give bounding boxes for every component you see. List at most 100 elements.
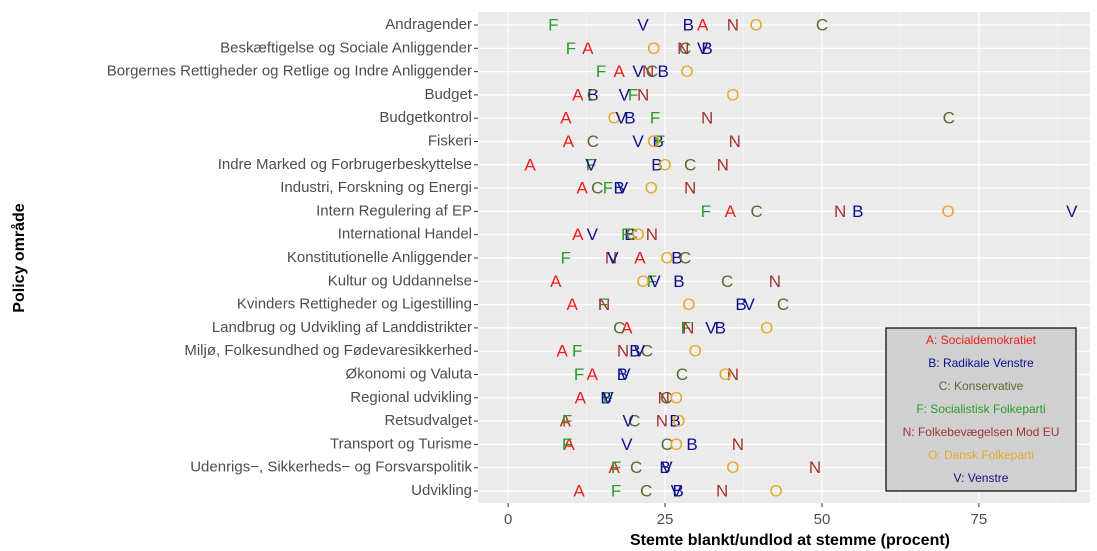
point-letter: B [624, 109, 635, 128]
point-letter: V [637, 15, 649, 34]
point-letter: N [732, 435, 744, 454]
y-axis-title: Policy område [10, 203, 28, 312]
point-letter: V [602, 388, 614, 407]
point-letter: A [563, 132, 575, 151]
y-tick-label: Økonomi og Valuta [346, 365, 473, 382]
point-letter: O [608, 109, 621, 128]
point-letter: V [1066, 202, 1078, 221]
point-letter: C [640, 481, 652, 500]
point-letter: B [686, 435, 697, 454]
point-letter: A [572, 225, 584, 244]
point-letter: F [647, 272, 657, 291]
point-letter: A [573, 481, 585, 500]
point-letter: B [735, 295, 746, 314]
point-letter: N [727, 15, 739, 34]
point-letter: C [679, 248, 691, 267]
point-letter: V [619, 365, 631, 384]
point-letter: N [658, 388, 670, 407]
point-letter: O [770, 481, 783, 500]
y-tick-label: Konstitutionelle Anliggender [287, 249, 472, 266]
point-letter: C [613, 318, 625, 337]
y-tick-label: Beskæftigelse og Sociale Anliggender [220, 39, 472, 56]
point-letter: N [729, 132, 741, 151]
point-letter: B [651, 155, 662, 174]
x-tick-label: 50 [814, 511, 831, 528]
point-letter: A [634, 248, 646, 267]
point-letter: O [672, 412, 685, 431]
point-letter: A [575, 388, 587, 407]
point-letter: A [563, 435, 575, 454]
point-letter: F [572, 342, 582, 361]
point-letter: O [760, 318, 773, 337]
point-letter: F [611, 458, 621, 477]
point-letter: V [622, 412, 634, 431]
point-letter: V [661, 458, 673, 477]
point-letter: B [673, 481, 684, 500]
point-letter: F [650, 109, 660, 128]
point-letter: C [777, 295, 789, 314]
point-letter: A [609, 458, 621, 477]
point-letter: F [681, 318, 691, 337]
point-letter: O [942, 202, 955, 221]
point-letter: B [587, 85, 598, 104]
point-letter: A [577, 179, 589, 198]
point-letter: O [660, 248, 673, 267]
point-letter: F [655, 132, 665, 151]
point-letter: B [652, 132, 663, 151]
point-letter: F [574, 365, 584, 384]
legend-box [885, 327, 1077, 492]
point-letter: N [656, 412, 668, 431]
point-letter: C [660, 388, 672, 407]
point-letter: N [598, 295, 610, 314]
point-letter: F [548, 15, 558, 34]
legend-entry: V: Venstre [954, 471, 1009, 485]
point-letter: N [809, 458, 821, 477]
point-letter: A [725, 202, 737, 221]
y-tick-label: Retsudvalget [384, 412, 472, 429]
point-letter: O [645, 179, 658, 198]
point-letter: C [943, 109, 955, 128]
point-letter: B [600, 388, 611, 407]
y-tick-label: Landbrug og Udvikling af Landdistrikter [212, 319, 472, 336]
point-letter: C [816, 15, 828, 34]
point-letter: A [614, 62, 626, 81]
point-letter: B [629, 342, 640, 361]
point-letter: C [630, 458, 642, 477]
legend: A: Socialdemokratiet B: Radikale Venstre C… [885, 327, 1077, 492]
point-letter: F [603, 179, 613, 198]
y-tick-label: International Handel [338, 226, 472, 243]
point-letter: B [683, 15, 694, 34]
point-letter: V [617, 179, 629, 198]
point-letter: A [524, 155, 536, 174]
point-letter: C [587, 132, 599, 151]
y-tick-label: Intern Regulering af EP [316, 202, 472, 219]
point-letter: B [715, 318, 726, 337]
point-letter: B [852, 202, 863, 221]
point-letter: F [611, 481, 621, 500]
point-letter: F [621, 225, 631, 244]
point-letter: V [671, 481, 683, 500]
point-letter: F [566, 39, 576, 58]
point-letter: V [634, 342, 646, 361]
point-letter: V [607, 248, 619, 267]
point-letter: N [716, 481, 728, 500]
point-letter: A [572, 85, 584, 104]
point-letter: B [701, 39, 712, 58]
x-tick-label: 75 [971, 511, 988, 528]
point-letter: V [632, 62, 644, 81]
y-tick-label: Industri, Forskning og Energi [280, 179, 472, 196]
point-letter: N [617, 342, 629, 361]
point-letter: B [671, 248, 682, 267]
point-letter: C [626, 225, 638, 244]
point-letter: C [751, 202, 763, 221]
point-letter: N [834, 202, 846, 221]
point-letter: A [566, 295, 578, 314]
point-letter: V [587, 225, 599, 244]
point-letter: O [726, 458, 739, 477]
point-letter: A [550, 272, 562, 291]
point-letter: B [617, 365, 628, 384]
point-letter: O [680, 62, 693, 81]
point-letter: F [701, 202, 711, 221]
y-tick-label: Udenrigs−, Sikkerheds− og Forsvarspoliti… [190, 459, 472, 476]
